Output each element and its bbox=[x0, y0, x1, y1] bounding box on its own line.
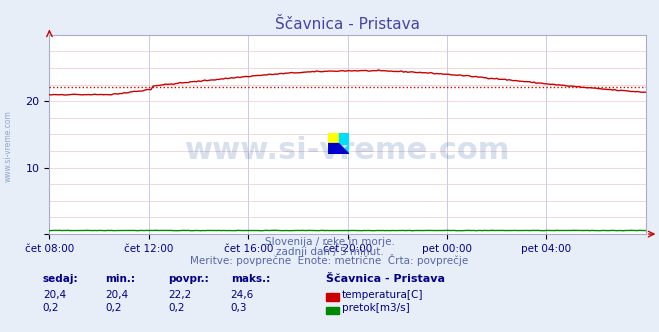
Text: 20,4: 20,4 bbox=[43, 290, 66, 300]
Text: maks.:: maks.: bbox=[231, 274, 270, 284]
Text: sedaj:: sedaj: bbox=[43, 274, 78, 284]
Text: 0,2: 0,2 bbox=[168, 303, 185, 313]
Text: povpr.:: povpr.: bbox=[168, 274, 209, 284]
Text: Ščavnica - Pristava: Ščavnica - Pristava bbox=[326, 274, 445, 284]
Polygon shape bbox=[328, 143, 349, 154]
Text: 24,6: 24,6 bbox=[231, 290, 254, 300]
Bar bbox=[328, 133, 339, 143]
Text: 22,2: 22,2 bbox=[168, 290, 191, 300]
Title: Ščavnica - Pristava: Ščavnica - Pristava bbox=[275, 17, 420, 32]
Polygon shape bbox=[339, 143, 349, 154]
Text: 0,3: 0,3 bbox=[231, 303, 247, 313]
Text: pretok[m3/s]: pretok[m3/s] bbox=[342, 303, 410, 313]
Text: 0,2: 0,2 bbox=[43, 303, 59, 313]
Text: min.:: min.: bbox=[105, 274, 136, 284]
Text: zadnji dan / 5 minut.: zadnji dan / 5 minut. bbox=[275, 247, 384, 257]
Bar bbox=[339, 133, 349, 143]
Text: 0,2: 0,2 bbox=[105, 303, 122, 313]
Text: 20,4: 20,4 bbox=[105, 290, 129, 300]
Text: www.si-vreme.com: www.si-vreme.com bbox=[4, 110, 13, 182]
Text: Slovenija / reke in morje.: Slovenija / reke in morje. bbox=[264, 237, 395, 247]
Text: www.si-vreme.com: www.si-vreme.com bbox=[185, 136, 510, 165]
Text: Meritve: povprečne  Enote: metrične  Črta: povprečje: Meritve: povprečne Enote: metrične Črta:… bbox=[190, 254, 469, 266]
Text: temperatura[C]: temperatura[C] bbox=[342, 290, 424, 300]
